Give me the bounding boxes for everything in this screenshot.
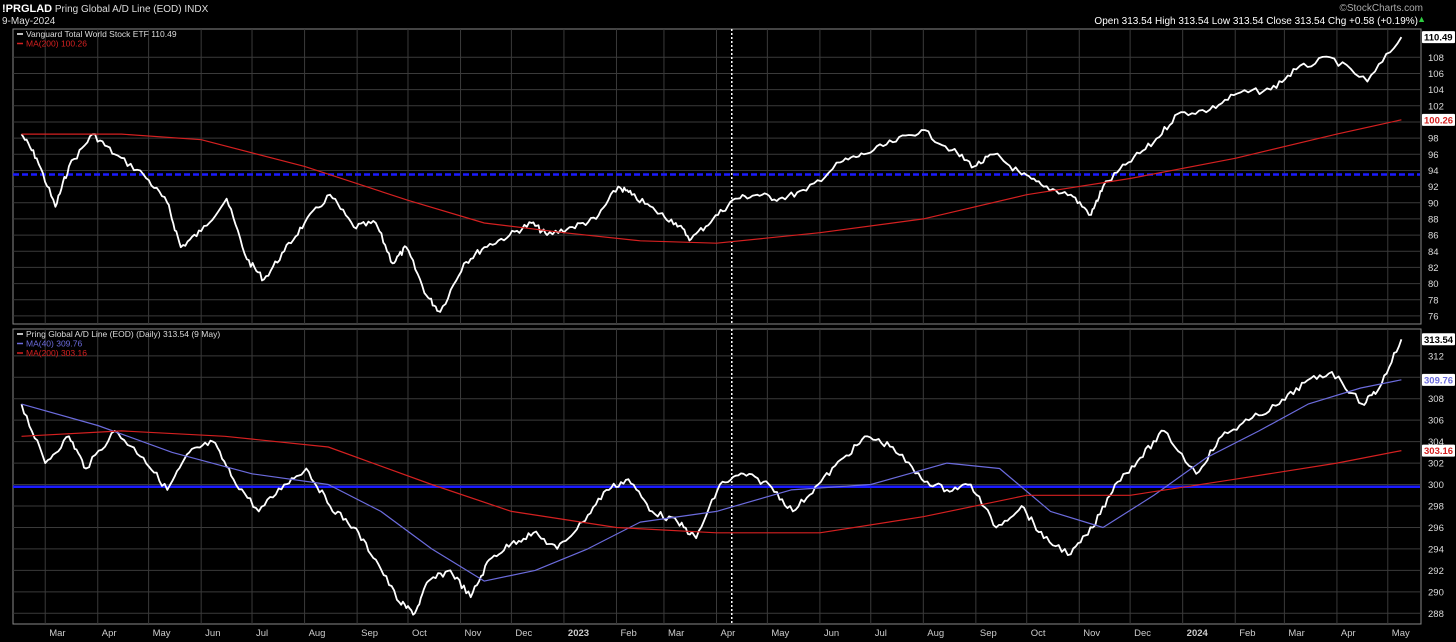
brand-label: ©StockCharts.com: [1339, 3, 1423, 14]
x-tick-label: Dec: [515, 628, 532, 639]
value-badge-text: 100.26: [1424, 115, 1453, 126]
lower-ma200-line: [21, 430, 1402, 534]
x-tick-label: Sep: [980, 628, 997, 639]
y-tick-label: 94: [1428, 166, 1439, 177]
value-badge: [1422, 31, 1455, 44]
x-tick-label: May: [153, 628, 171, 639]
x-tick-label: Jul: [256, 628, 268, 639]
x-tick-label: Apr: [102, 628, 117, 639]
value-badge-text: 313.54: [1424, 335, 1454, 346]
x-tick-label: Feb: [1239, 628, 1255, 639]
x-tick-label: Nov: [465, 628, 482, 639]
lower-panel: 288290292294296298300302304306308310312P…: [12, 328, 1455, 625]
upper-price-line: [20, 36, 1403, 313]
y-tick-label: 104: [1428, 85, 1444, 96]
value-badge: [1422, 113, 1455, 126]
y-tick-label: 84: [1428, 247, 1439, 258]
x-tick-label: Dec: [1134, 628, 1151, 639]
lower-price-line: [20, 339, 1403, 616]
y-tick-label: 312: [1428, 351, 1444, 362]
x-tick-label: Oct: [412, 628, 427, 639]
lower-ma40-line: [21, 379, 1402, 582]
up-arrow-icon: ▲: [1417, 14, 1426, 24]
y-tick-label: 302: [1428, 459, 1444, 470]
x-tick-label: 2023: [568, 628, 589, 639]
x-tick-label: Nov: [1083, 628, 1100, 639]
y-tick-label: 300: [1428, 480, 1444, 491]
x-tick-label: May: [771, 628, 789, 639]
legend-label: MA(40) 309.76: [26, 339, 82, 349]
x-tick-label: Aug: [309, 628, 326, 639]
y-tick-label: 90: [1428, 198, 1439, 209]
x-tick-label: Feb: [620, 628, 636, 639]
y-tick-label: 306: [1428, 416, 1444, 427]
y-tick-label: 98: [1428, 134, 1439, 145]
x-tick-label: 2024: [1187, 628, 1209, 639]
y-tick-label: 290: [1428, 587, 1444, 598]
y-tick-label: 288: [1428, 609, 1444, 620]
y-tick-label: 76: [1428, 311, 1439, 322]
chart-header: !PRGLAD Pring Global A/D Line (EOD) INDX: [2, 3, 208, 15]
value-badge-text: 309.76: [1424, 375, 1453, 386]
y-tick-label: 80: [1428, 279, 1439, 290]
y-tick-label: 296: [1428, 523, 1444, 534]
x-tick-label: Apr: [1341, 628, 1356, 639]
y-tick-label: 102: [1428, 101, 1444, 112]
exchange-label: INDX: [184, 4, 209, 15]
y-tick-label: 294: [1428, 544, 1444, 555]
y-tick-label: 106: [1428, 69, 1444, 80]
y-tick-label: 292: [1428, 566, 1444, 577]
y-tick-label: 86: [1428, 231, 1439, 242]
symbol-label: !PRGLAD: [2, 3, 53, 15]
x-tick-label: Mar: [49, 628, 65, 639]
y-tick-label: 78: [1428, 295, 1439, 306]
legend-label: MA(200) 303.16: [26, 348, 87, 358]
x-tick-label: Oct: [1031, 628, 1046, 639]
x-tick-label: Mar: [1288, 628, 1304, 639]
y-tick-label: 308: [1428, 394, 1444, 405]
x-tick-label: Jun: [205, 628, 220, 639]
ohlc-readout: Open 313.54 High 313.54 Low 313.54 Close…: [1094, 16, 1418, 27]
legend-label: MA(200) 100.26: [26, 39, 87, 49]
date-label: 9-May-2024: [2, 16, 56, 27]
x-tick-label: Jul: [875, 628, 887, 639]
x-tick-label: Sep: [361, 628, 378, 639]
x-tick-label: Mar: [668, 628, 684, 639]
value-badge: [1422, 333, 1455, 346]
y-tick-label: 82: [1428, 263, 1439, 274]
upper-panel: 767880828486889092949698100102104106108V…: [12, 28, 1455, 325]
y-tick-label: 304: [1428, 437, 1444, 448]
x-tick-label: Apr: [721, 628, 736, 639]
legend-label: Vanguard Total World Stock ETF 110.49: [26, 29, 177, 39]
y-tick-label: 92: [1428, 182, 1439, 193]
value-badge: [1422, 444, 1455, 457]
value-badge: [1422, 373, 1455, 386]
value-badge-text: 110.49: [1424, 33, 1453, 44]
x-tick-label: Jun: [824, 628, 839, 639]
y-tick-label: 298: [1428, 502, 1444, 513]
x-tick-label: May: [1392, 628, 1410, 639]
symbol-description: Pring Global A/D Line (EOD): [54, 4, 182, 15]
x-tick-label: Aug: [927, 628, 944, 639]
value-badge-text: 303.16: [1424, 446, 1453, 457]
upper-ma200-line: [21, 119, 1402, 244]
y-tick-label: 96: [1428, 150, 1439, 161]
y-tick-label: 108: [1428, 53, 1444, 64]
y-tick-label: 88: [1428, 214, 1439, 225]
legend-label: Pring Global A/D Line (EOD) (Daily) 313.…: [26, 329, 220, 339]
